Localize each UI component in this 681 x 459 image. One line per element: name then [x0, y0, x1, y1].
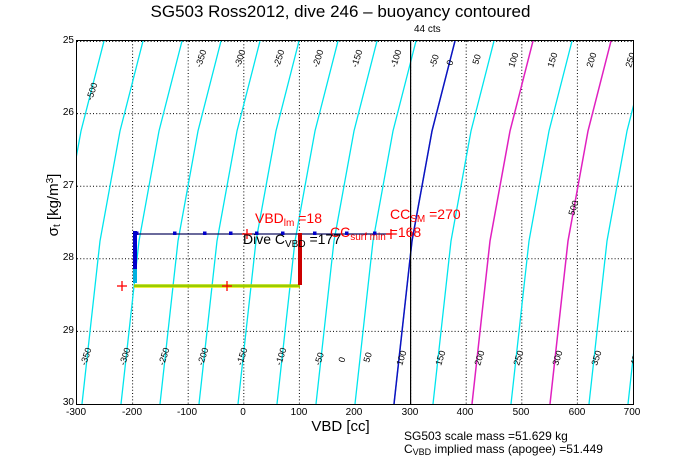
- grid-horizontal: [77, 42, 633, 332]
- annotation-counts-marker: 44 cts: [414, 24, 441, 35]
- svg-text:100: 100: [394, 349, 408, 366]
- svg-text:-50: -50: [427, 53, 441, 68]
- svg-text:250: 250: [623, 51, 633, 68]
- svg-text:-100: -100: [273, 346, 288, 366]
- svg-text:50: 50: [361, 351, 374, 364]
- annotation-dive-cvbd-value: =177: [306, 231, 341, 247]
- svg-text:400: 400: [628, 349, 633, 366]
- ytick-29: 29: [44, 325, 74, 336]
- xtick-0: 0: [221, 407, 265, 418]
- annotation-cc-surf-min-sub: surf min: [350, 232, 386, 243]
- xtick-300: 300: [388, 407, 432, 418]
- svg-text:-350: -350: [78, 346, 93, 366]
- svg-text:150: 150: [433, 349, 447, 366]
- y-axis-label: σt [kg/m3]: [45, 145, 63, 265]
- svg-text:250: 250: [511, 349, 525, 366]
- annotation-vbd-lm-sub: lm: [284, 218, 295, 229]
- svg-text:100: 100: [506, 51, 520, 68]
- annotation-cc-sm-value: =270: [425, 206, 460, 222]
- footer-line-2: CVBD implied mass (apogee) =51.449: [404, 443, 603, 459]
- y-axis-units-close: ]: [45, 174, 62, 178]
- xtick-n300: -300: [54, 407, 98, 418]
- svg-text:-200: -200: [195, 346, 210, 366]
- svg-text:0: 0: [336, 356, 347, 364]
- xtick-100: 100: [277, 407, 321, 418]
- xtick-400: 400: [443, 407, 487, 418]
- svg-text:-300: -300: [232, 48, 247, 68]
- annotation-cc-sm: CCSM =270: [390, 206, 461, 225]
- xtick-500: 500: [499, 407, 543, 418]
- svg-text:-50: -50: [312, 351, 326, 366]
- descent-profile-gradient: [133, 269, 137, 283]
- annotation-dive-cvbd-label: Dive C: [243, 231, 285, 247]
- footer-line-2-sub: VBD: [413, 447, 432, 457]
- y-axis-units-open: [kg/m: [45, 183, 62, 224]
- svg-text:200: 200: [584, 51, 598, 68]
- y-axis-sigma-sub: t: [52, 224, 63, 227]
- annotation-dive-cvbd-sub: VBD: [285, 239, 306, 250]
- svg-text:-150: -150: [349, 48, 364, 68]
- svg-text:-500: -500: [84, 81, 99, 101]
- figure-footer: SG503 scale mass =51.629 kg CVBD implied…: [404, 430, 603, 459]
- annotation-dive-cvbd: Dive CVBD =177: [243, 231, 341, 250]
- svg-text:-200: -200: [310, 48, 325, 68]
- annotation-cc-surf-min: CCsurf min =168: [330, 224, 421, 243]
- svg-text:-250: -250: [156, 346, 171, 366]
- surface-trace-markers: [134, 285, 300, 288]
- xtick-600: 600: [555, 407, 599, 418]
- descent-profile-markers: [133, 231, 137, 271]
- y-axis-units-exp: 3: [45, 178, 56, 184]
- annotation-vbd-lm-label: VBD: [255, 210, 284, 226]
- contour-labels-mid: 500: [566, 199, 580, 216]
- plot-area: -500 -350 -300 -250 -200 -150 -100 -50 0…: [76, 40, 634, 405]
- y-axis-sigma: σ: [45, 227, 62, 236]
- xtick-700: 700: [610, 407, 654, 418]
- annotation-vbd-lm: VBDlm =18: [255, 210, 322, 229]
- svg-text:150: 150: [545, 51, 559, 68]
- svg-text:350: 350: [589, 349, 603, 366]
- xtick-n200: -200: [110, 407, 154, 418]
- svg-text:-350: -350: [193, 48, 208, 68]
- svg-text:500: 500: [566, 199, 580, 216]
- svg-text:200: 200: [472, 349, 486, 366]
- svg-text:50: 50: [470, 53, 483, 66]
- svg-text:300: 300: [550, 349, 564, 366]
- ytick-25: 25: [44, 35, 74, 46]
- svg-text:-300: -300: [117, 346, 132, 366]
- annotation-cc-surf-min-value: =168: [386, 224, 421, 240]
- xtick-n100: -100: [165, 407, 209, 418]
- chart-title: SG503 Ross2012, dive 246 – buoyancy cont…: [0, 2, 681, 22]
- annotation-cc-sm-label: CC: [390, 206, 410, 222]
- svg-text:-100: -100: [388, 48, 403, 68]
- svg-text:-150: -150: [234, 346, 249, 366]
- xtick-200: 200: [332, 407, 376, 418]
- contour-highlight: [472, 41, 611, 404]
- contour-plot-svg: -500 -350 -300 -250 -200 -150 -100 -50 0…: [77, 41, 633, 404]
- svg-text:-250: -250: [271, 48, 286, 68]
- annotation-vbd-lm-value: =18: [294, 210, 322, 226]
- ytick-26: 26: [44, 107, 74, 118]
